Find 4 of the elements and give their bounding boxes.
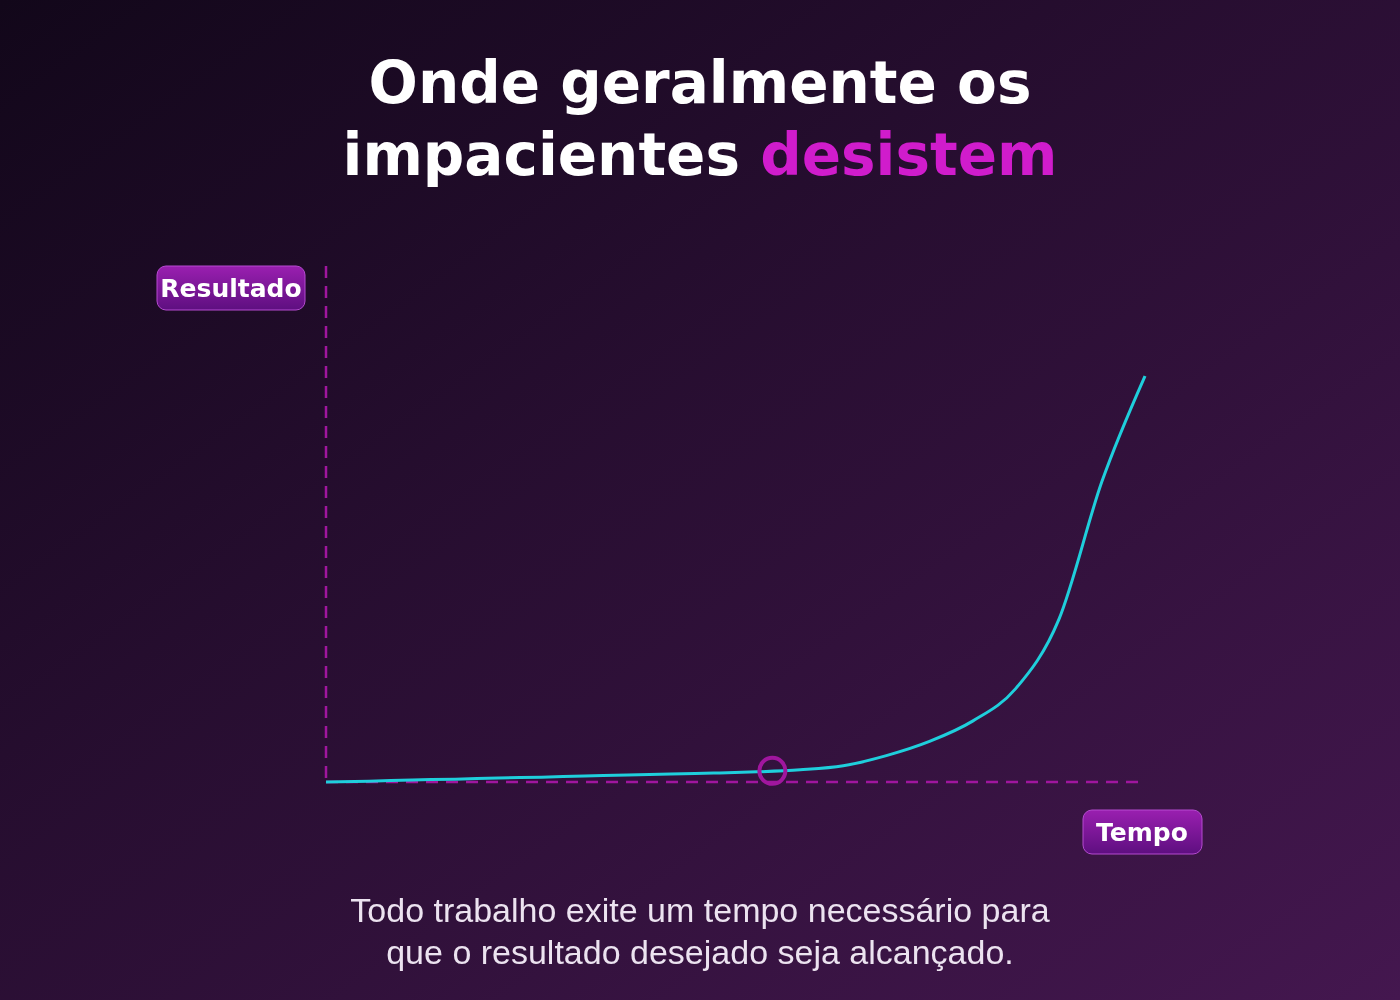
x-axis-title: Tempo: [1096, 818, 1188, 847]
chart-title: Onde geralmente os impacientes desistem: [342, 49, 1058, 189]
text: Todo trabalho exite um tempo necessário para que o resultado desejado seja alcançado.: [350, 891, 1050, 971]
y-axis-title: Resultado: [160, 274, 302, 303]
